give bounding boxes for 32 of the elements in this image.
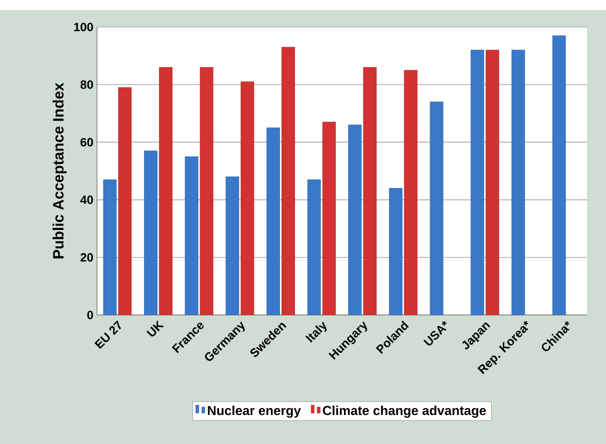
- bar: [200, 67, 214, 315]
- legend-label: Climate change advantage: [322, 406, 486, 418]
- x-tick-label: EU 27: [94, 320, 122, 349]
- bar: [552, 35, 566, 315]
- y-tick-label: 60: [80, 138, 93, 146]
- bar: [322, 122, 336, 315]
- bar: [404, 70, 418, 315]
- bar: [307, 179, 321, 315]
- y-tick-label: 0: [87, 310, 93, 320]
- y-tick-label: 80: [80, 80, 93, 89]
- bar: [144, 150, 158, 315]
- bar: [430, 102, 444, 315]
- bar: [512, 50, 525, 315]
- bar: [159, 67, 172, 315]
- legend-label: Nuclear energy: [208, 406, 301, 418]
- bar: [118, 87, 132, 315]
- bar: [486, 50, 500, 315]
- bar: [184, 156, 198, 315]
- y-tick-label: 20: [80, 253, 93, 262]
- y-axis-title: Public Acceptance Index: [52, 82, 67, 258]
- bar: [103, 179, 117, 315]
- x-tick-label: UK: [146, 320, 164, 336]
- bar: [226, 176, 240, 315]
- y-tick-label: 100: [74, 22, 93, 32]
- bar: [363, 67, 377, 315]
- y-tick-label: 40: [80, 196, 93, 204]
- bar: [282, 46, 295, 315]
- bar: [266, 128, 280, 315]
- bar: [240, 82, 254, 315]
- bar: [470, 50, 484, 315]
- bar: [348, 124, 362, 315]
- bar: [389, 188, 402, 315]
